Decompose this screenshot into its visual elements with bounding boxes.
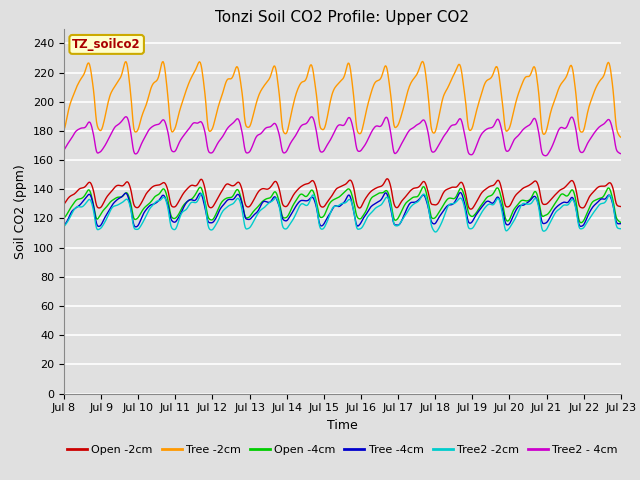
X-axis label: Time: Time <box>327 419 358 432</box>
Title: Tonzi Soil CO2 Profile: Upper CO2: Tonzi Soil CO2 Profile: Upper CO2 <box>216 10 469 25</box>
Text: TZ_soilco2: TZ_soilco2 <box>72 38 141 51</box>
Y-axis label: Soil CO2 (ppm): Soil CO2 (ppm) <box>15 164 28 259</box>
Legend: Open -2cm, Tree -2cm, Open -4cm, Tree -4cm, Tree2 -2cm, Tree2 - 4cm: Open -2cm, Tree -2cm, Open -4cm, Tree -4… <box>62 440 622 459</box>
